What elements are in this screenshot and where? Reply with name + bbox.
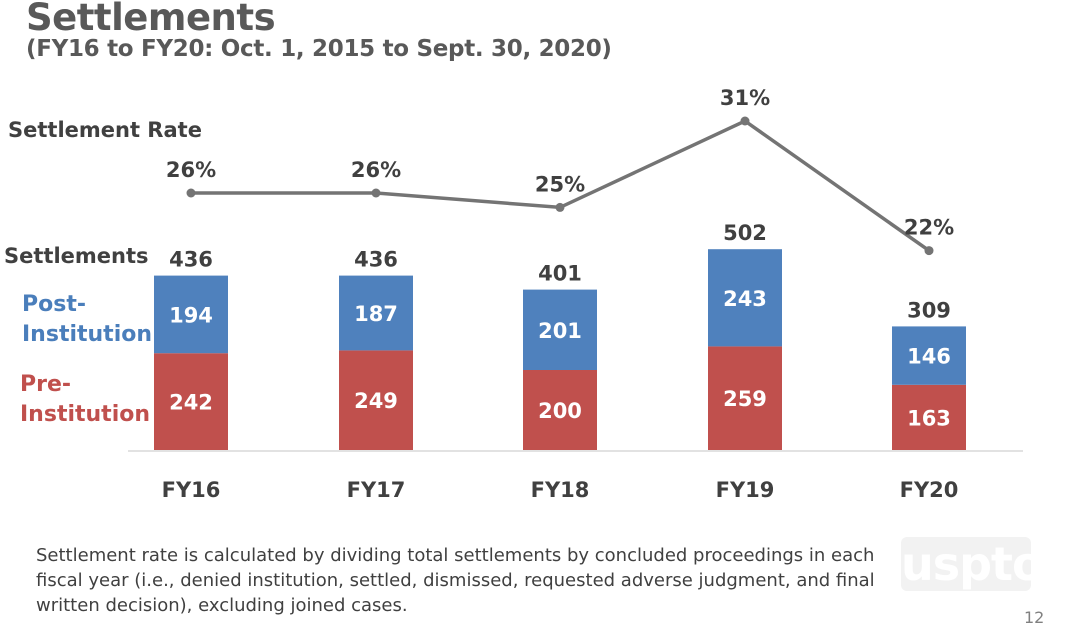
data-label-total-fy18: 401 [538,262,582,286]
page-number: 12 [1024,608,1045,627]
settlement-rate-label-fy20: 22% [904,216,954,240]
data-label-pre-fy16: 242 [169,391,213,415]
data-label-post-fy20: 146 [907,345,951,369]
settlement-rate-point-fy19 [740,116,750,126]
bar-pre-institution-fy16 [154,353,228,450]
bar-post-institution-fy18 [523,289,597,370]
bar-post-institution-fy20 [892,326,966,385]
uspto-logo: uspto [901,537,1044,591]
data-label-pre-fy18: 200 [538,399,582,423]
data-label-total-fy20: 309 [907,298,951,322]
x-tick-label-fy19: FY19 [716,478,775,502]
data-label-pre-fy20: 163 [907,406,951,430]
bar-pre-institution-fy19 [708,346,782,450]
pre-institution-legend-line1: Pre- [20,372,72,397]
post-institution-legend-line2: Institution [22,322,153,347]
settlement-rate-label-fy16: 26% [166,158,216,182]
x-tick-label-fy20: FY20 [900,478,959,502]
x-tick-label-fy18: FY18 [531,478,590,502]
x-tick-label-fy17: FY17 [347,478,406,502]
data-label-total-fy19: 502 [723,221,767,245]
bar-post-institution-fy19 [708,249,782,347]
page-subtitle: (FY16 to FY20: Oct. 1, 2015 to Sept. 30,… [26,36,612,62]
settlement-rate-point-fy17 [371,188,381,198]
data-label-pre-fy17: 249 [354,389,398,413]
settlement-rate-point-fy18 [555,202,565,212]
settlement-rate-label-fy19: 31% [720,86,770,110]
data-label-post-fy16: 194 [169,303,213,327]
data-label-post-fy19: 243 [723,287,767,311]
x-tick-label-fy16: FY16 [162,478,221,502]
post-institution-legend-line1: Post- [22,292,86,317]
data-label-pre-fy19: 259 [723,387,767,411]
settlement-rate-point-fy20 [924,246,934,256]
data-label-total-fy16: 436 [169,248,213,272]
settlement-rate-label-fy17: 26% [351,158,401,182]
footnote: Settlement rate is calculated by dividin… [36,545,875,616]
data-label-post-fy18: 201 [538,319,582,343]
bar-post-institution-fy17 [339,275,413,351]
pre-institution-legend-line2: Institution [20,402,151,427]
page-title: Settlements [26,0,276,39]
bar-post-institution-fy16 [154,275,228,354]
data-label-post-fy17: 187 [354,302,398,326]
bar-pre-institution-fy17 [339,350,413,450]
settlement-rate-point-fy16 [186,188,196,198]
data-label-total-fy17: 436 [354,248,398,272]
post-institution-legend: Post- Institution [22,290,152,350]
bar-pre-institution-fy20 [892,384,966,450]
settlements-label: Settlements [4,244,149,268]
pre-institution-legend: Pre- Institution [20,370,150,430]
bar-pre-institution-fy18 [523,370,597,450]
settlement-rate-label-fy18: 25% [535,172,585,196]
settlement-rate-label: Settlement Rate [8,118,202,142]
